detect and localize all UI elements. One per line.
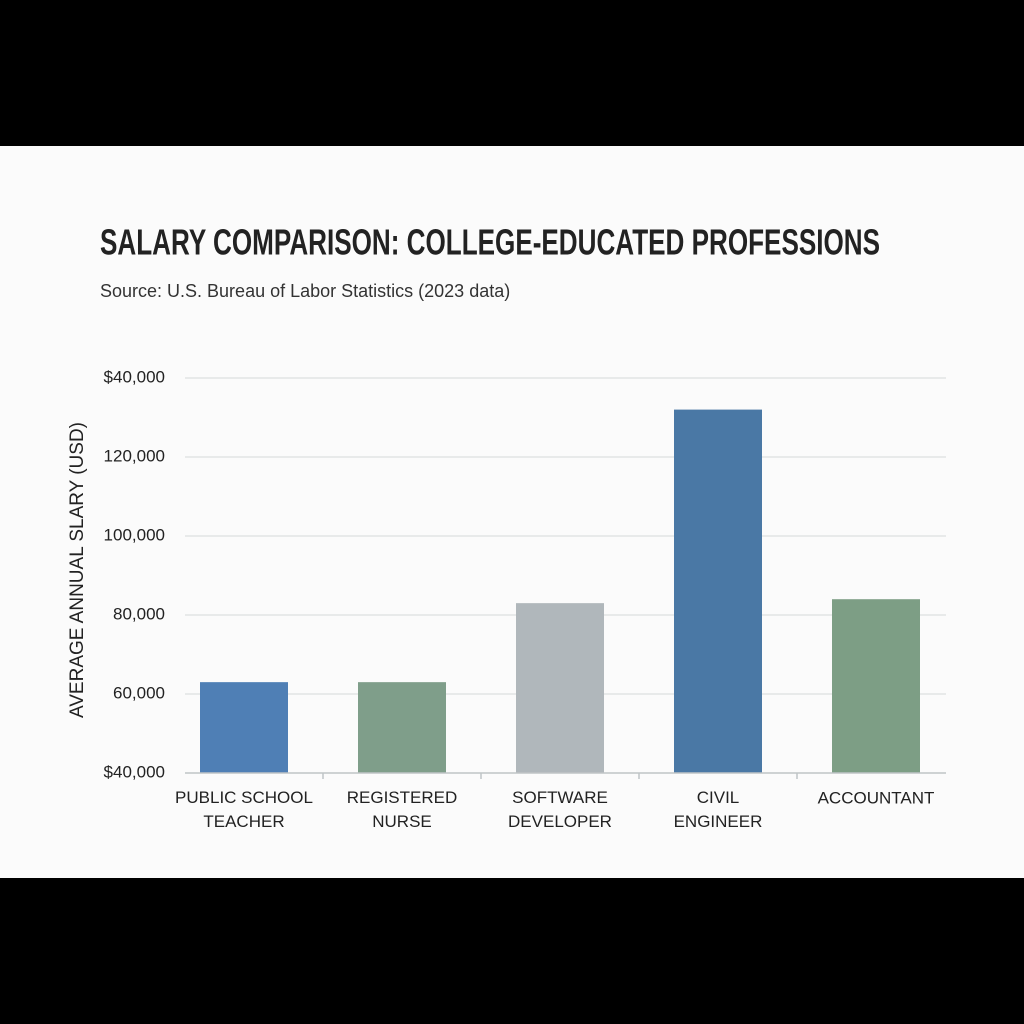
bar — [200, 682, 288, 773]
y-tick-label: $40,000 — [104, 367, 165, 386]
x-tick-label: REGISTERED NURSE — [347, 788, 458, 831]
y-tick-label: $40,000 — [104, 762, 165, 781]
bar — [358, 682, 446, 773]
bar — [674, 409, 762, 773]
y-tick-label: 60,000 — [113, 683, 165, 702]
chart-subtitle: Source: U.S. Bureau of Labor Statistics … — [100, 281, 510, 301]
y-tick-label: 80,000 — [113, 604, 165, 623]
y-tick-label: 120,000 — [104, 446, 165, 465]
chart-title: SALARY COMPARISON: COLLEGE-EDUCATED PROF… — [100, 222, 880, 263]
bar — [516, 603, 604, 773]
y-tick-label: 100,000 — [104, 525, 165, 544]
x-tick-label: PUBLIC SCHOOL TEACHER — [175, 788, 313, 831]
x-tick-label: CIVIL ENGINEER — [674, 788, 763, 831]
x-tick-label: SOFTWARE DEVELOPER — [508, 788, 612, 831]
y-axis-title: AVERAGE ANNUAL SLARY (USD) — [67, 422, 88, 718]
bar — [832, 599, 920, 773]
x-tick-label: ACCOUNTANT — [818, 788, 935, 807]
